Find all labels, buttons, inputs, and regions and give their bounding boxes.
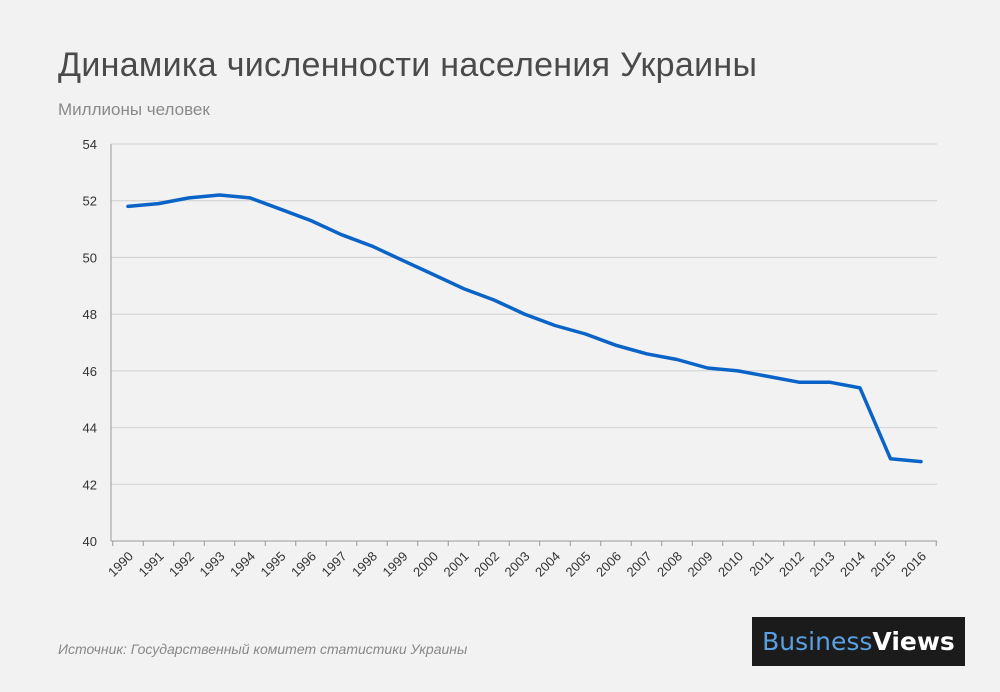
x-tick-label: 2007	[624, 549, 655, 580]
x-tick-label: 1996	[288, 549, 319, 580]
x-tick-label: 1994	[227, 549, 258, 580]
x-tick-label: 2005	[563, 549, 594, 580]
x-tick-label: 2016	[898, 549, 929, 580]
y-tick-label: 50	[83, 250, 97, 265]
x-tick-label: 2000	[410, 549, 441, 580]
x-tick-label: 1990	[105, 549, 136, 580]
x-tick-label: 1991	[136, 549, 167, 580]
x-tick-label: 1993	[197, 549, 228, 580]
x-tick-label: 2004	[532, 549, 563, 580]
y-tick-label: 42	[83, 477, 97, 492]
businessviews-logo: Business Views	[752, 617, 965, 666]
x-tick-label: 2008	[654, 549, 685, 580]
x-tick-label: 2002	[471, 549, 502, 580]
y-tick-label: 44	[83, 421, 97, 436]
logo-business-text: Business	[762, 627, 873, 656]
x-tick-label: 2012	[776, 549, 807, 580]
x-tick-label: 2001	[441, 549, 472, 580]
population-series-line	[126, 193, 923, 464]
y-tick-label: 46	[83, 364, 97, 379]
x-tick-label: 2009	[685, 549, 716, 580]
chart-title: Динамика численности населения Украины	[58, 46, 758, 84]
x-tick-label: 2006	[593, 549, 624, 580]
x-tick-label: 1998	[349, 549, 380, 580]
y-tick-label: 48	[83, 307, 97, 322]
x-tick-label: 1995	[258, 549, 289, 580]
x-tick-label: 2011	[746, 549, 776, 579]
x-tick-label: 2014	[837, 549, 868, 580]
x-tick-label: 1992	[166, 549, 197, 580]
x-tick-label: 1999	[380, 549, 411, 580]
x-tick-label: 2015	[868, 549, 899, 580]
x-tick-label: 2003	[502, 549, 533, 580]
source-note: Источник: Государственный комитет статис…	[58, 641, 468, 657]
x-tick-label: 2013	[807, 549, 838, 580]
logo-views-text: Views	[872, 627, 955, 656]
y-tick-label: 40	[83, 534, 97, 549]
x-tick-label: 1997	[319, 549, 350, 580]
chart-subtitle: Миллионы человек	[58, 100, 210, 119]
x-tick-label: 2010	[715, 549, 746, 580]
y-tick-label: 52	[83, 194, 97, 209]
y-tick-label: 54	[83, 137, 97, 152]
